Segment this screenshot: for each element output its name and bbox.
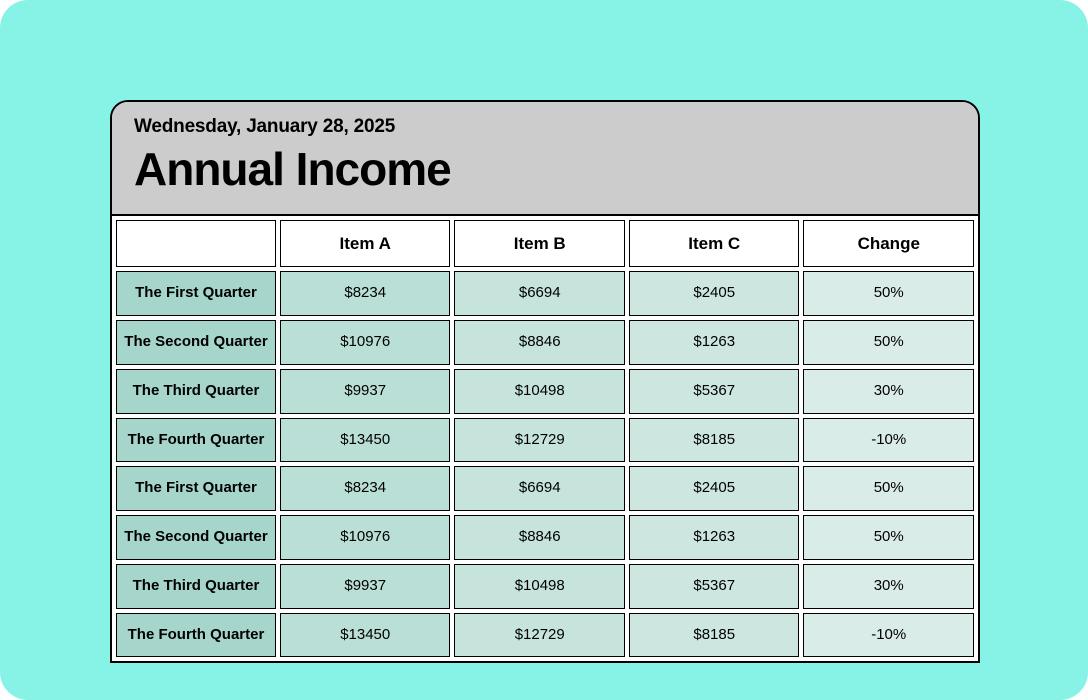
- table-cell: 50%: [803, 466, 974, 511]
- income-sheet: Wednesday, January 28, 2025 Annual Incom…: [110, 100, 980, 663]
- table-cell: $10498: [454, 369, 625, 414]
- table-cell: $1263: [629, 515, 800, 560]
- table-cell: 50%: [803, 320, 974, 365]
- table-cell: $13450: [280, 613, 451, 658]
- row-header: The Second Quarter: [116, 320, 276, 365]
- table-row: The Third Quarter$9937$10498$536730%: [116, 369, 974, 414]
- table-row: The First Quarter$8234$6694$240550%: [116, 466, 974, 511]
- table-cell: $13450: [280, 418, 451, 463]
- table-cell: $2405: [629, 466, 800, 511]
- table-row: The Fourth Quarter$13450$12729$8185-10%: [116, 418, 974, 463]
- canvas: Wednesday, January 28, 2025 Annual Incom…: [0, 0, 1088, 700]
- row-header: The Fourth Quarter: [116, 613, 276, 658]
- table-cell: $8846: [454, 320, 625, 365]
- table-cell: $9937: [280, 369, 451, 414]
- table-row: The Third Quarter$9937$10498$536730%: [116, 564, 974, 609]
- table-cell: -10%: [803, 613, 974, 658]
- table-cell: $6694: [454, 466, 625, 511]
- table-cell: $10498: [454, 564, 625, 609]
- table-cell: $6694: [454, 271, 625, 316]
- table-cell: 50%: [803, 271, 974, 316]
- table-cell: $10976: [280, 320, 451, 365]
- table-body: The First Quarter$8234$6694$240550%The S…: [116, 271, 974, 657]
- row-header: The First Quarter: [116, 271, 276, 316]
- table-cell: $12729: [454, 418, 625, 463]
- col-header: Item C: [629, 220, 800, 267]
- table-row: The Second Quarter$10976$8846$126350%: [116, 515, 974, 560]
- row-header: The Second Quarter: [116, 515, 276, 560]
- row-header: The Third Quarter: [116, 369, 276, 414]
- table-row: The Fourth Quarter$13450$12729$8185-10%: [116, 613, 974, 658]
- table-cell: $8846: [454, 515, 625, 560]
- table-cell: $8185: [629, 613, 800, 658]
- row-header: The Third Quarter: [116, 564, 276, 609]
- table-cell: 30%: [803, 564, 974, 609]
- sheet-date: Wednesday, January 28, 2025: [134, 116, 956, 138]
- table-cell: -10%: [803, 418, 974, 463]
- table-cell: $8234: [280, 466, 451, 511]
- income-table: Item AItem BItem CChange The First Quart…: [112, 216, 978, 661]
- table-cell: $8185: [629, 418, 800, 463]
- table-cell: $2405: [629, 271, 800, 316]
- table-cell: 50%: [803, 515, 974, 560]
- col-header-blank: [116, 220, 276, 267]
- table-cell: $8234: [280, 271, 451, 316]
- row-header: The Fourth Quarter: [116, 418, 276, 463]
- col-header: Change: [803, 220, 974, 267]
- table-cell: $1263: [629, 320, 800, 365]
- table-cell: $9937: [280, 564, 451, 609]
- sheet-header: Wednesday, January 28, 2025 Annual Incom…: [112, 102, 978, 216]
- table-header-row: Item AItem BItem CChange: [116, 220, 974, 267]
- sheet-title: Annual Income: [134, 142, 956, 196]
- table-head: Item AItem BItem CChange: [116, 220, 974, 267]
- table-row: The Second Quarter$10976$8846$126350%: [116, 320, 974, 365]
- table-row: The First Quarter$8234$6694$240550%: [116, 271, 974, 316]
- table-cell: $10976: [280, 515, 451, 560]
- table-cell: 30%: [803, 369, 974, 414]
- col-header: Item A: [280, 220, 451, 267]
- col-header: Item B: [454, 220, 625, 267]
- table-cell: $5367: [629, 564, 800, 609]
- table-cell: $5367: [629, 369, 800, 414]
- table-cell: $12729: [454, 613, 625, 658]
- row-header: The First Quarter: [116, 466, 276, 511]
